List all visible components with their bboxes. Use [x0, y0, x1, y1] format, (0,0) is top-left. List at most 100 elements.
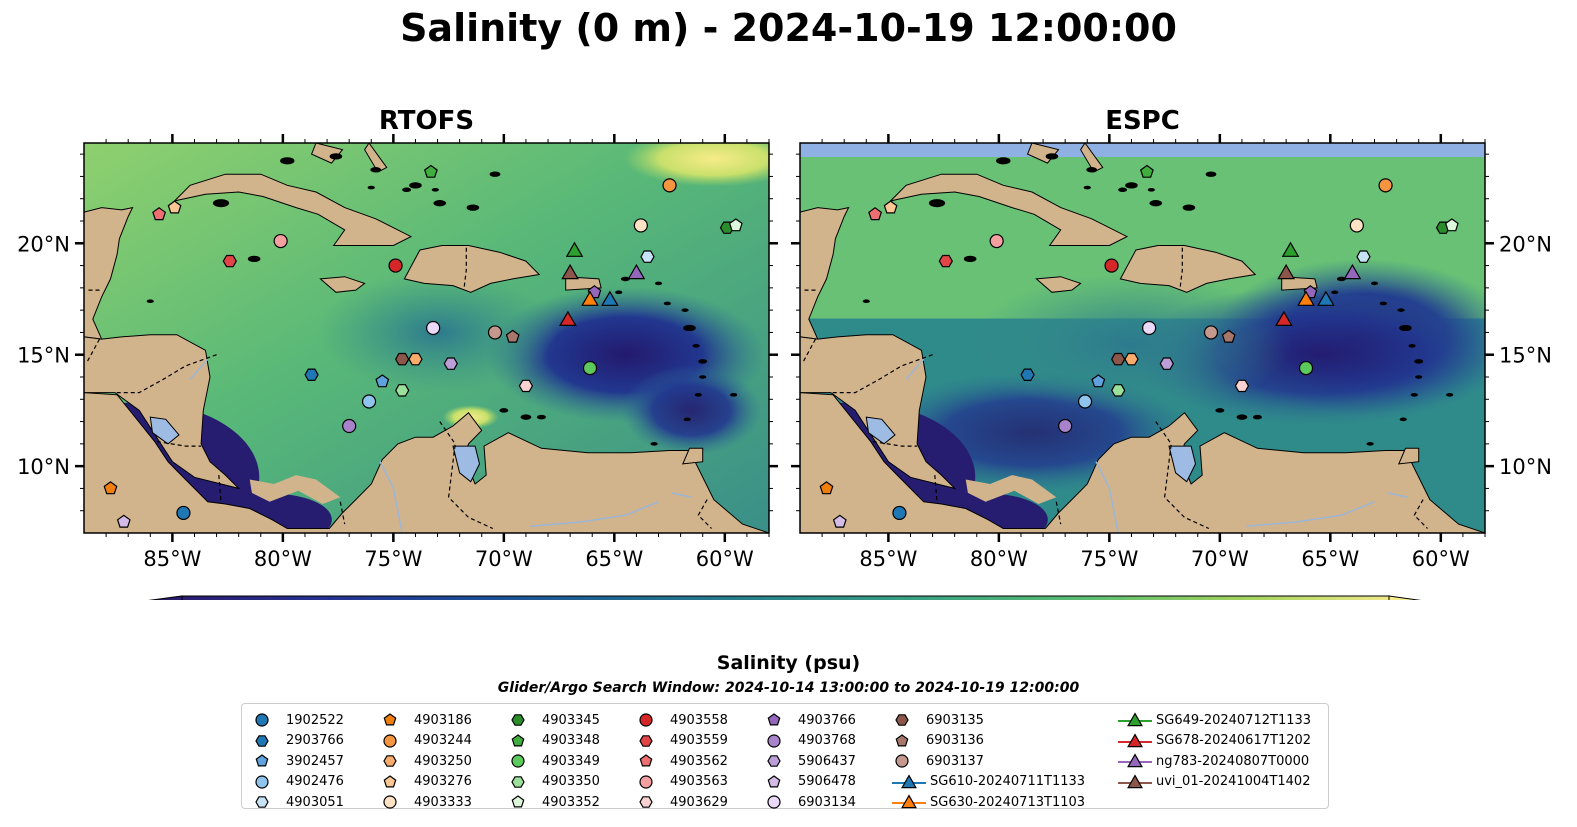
map-marker-2903766: [304, 368, 319, 381]
legend-marker-icon: [895, 733, 909, 746]
x-tick-label: 65°W: [1301, 547, 1359, 571]
legend-label: 1902522: [286, 712, 344, 728]
legend-item-SG649-20240712T1133: SG649-20240712T1133: [1118, 710, 1311, 730]
axes-espc: 85°W 80°W 75°W 70°W 65°W 60°W 10°N 15°N 20°N: [791, 134, 1552, 571]
legend-label: 6903135: [926, 712, 984, 728]
map-marker-4903768: [342, 418, 357, 434]
legend-label: 6903137: [926, 753, 984, 769]
legend-marker-icon: [767, 795, 781, 809]
x-tick-label: 65°W: [585, 547, 643, 571]
legend-marker-icon: [639, 713, 653, 727]
map-marker-4903276: [883, 200, 898, 214]
legend-label: 4903563: [670, 774, 728, 789]
legend-label: ng783-20240807T0000: [1156, 753, 1310, 769]
legend-marker-icon: [511, 733, 525, 746]
legend-item-6903135: 6903135: [892, 710, 984, 730]
legend-label: 4903345: [542, 712, 600, 728]
map-marker-4903244: [1378, 178, 1393, 193]
colorbar: 34.634.935.235.535.836.136.436.7: [148, 595, 1422, 600]
legend-marker-icon: [639, 796, 653, 808]
map-marker-4903558: [1104, 258, 1119, 273]
map-marker-4903562: [152, 207, 167, 221]
legend-label: 4903562: [670, 753, 728, 769]
legend-label: 4903349: [542, 753, 600, 769]
map-marker-4903563: [989, 233, 1004, 249]
legend-item-5906478: 5906478: [764, 772, 856, 792]
x-tick-label: 60°W: [1412, 547, 1470, 571]
legend-label: 4903333: [414, 794, 472, 810]
legend-item-6903136: 6903136: [892, 731, 984, 751]
map-marker-4903562: [868, 207, 883, 221]
map-marker-5906478: [116, 514, 131, 528]
x-tick-label: 75°W: [1080, 547, 1138, 571]
map-marker-SG630-20240713T1103: [581, 290, 599, 306]
legend-item-6903137: 6903137: [892, 751, 984, 771]
legend-item-4903559: 4903559: [636, 731, 728, 751]
legend-marker-icon: [511, 714, 525, 726]
map-marker-3902457: [375, 374, 390, 388]
map-marker-uvi_01-20241004T1402: [1277, 263, 1295, 280]
map-marker-uvi_01-20241004T1402: [561, 263, 579, 280]
legend-item-4903250: 4903250: [380, 751, 472, 771]
legend-label: uvi_01-20241004T1402: [1156, 774, 1311, 789]
legend-item-4903244: 4903244: [380, 731, 472, 751]
map-marker-4903768: [1058, 418, 1073, 434]
map-marker-SG630-20240713T1103: [1297, 290, 1315, 306]
map-marker-ng783-20240807T0000: [627, 263, 646, 280]
x-tick-label: 80°W: [254, 547, 312, 571]
panel-title-rtofs: RTOFS: [378, 106, 475, 136]
legend-label: 5906437: [798, 753, 856, 769]
panel-rtofs: [84, 143, 769, 533]
legend-marker-icon: [511, 795, 525, 808]
x-tick-label: 60°W: [696, 547, 754, 571]
legend-marker-icon: [892, 794, 926, 809]
legend-item-4903352: 4903352: [508, 792, 600, 812]
map-marker-5906437: [443, 357, 458, 370]
map-marker-SG610-20240711T1133: [601, 290, 619, 306]
legend-item-SG610-20240711T1133: SG610-20240711T1133: [892, 772, 1085, 792]
legend-label: 4903629: [670, 794, 728, 810]
legend-marker-icon: [383, 733, 397, 748]
map-marker-4903349: [1298, 360, 1314, 376]
map-marker-4903352: [1444, 218, 1459, 232]
map-marker-4903348: [423, 164, 438, 178]
map-marker-4903352: [728, 218, 743, 232]
legend-marker-icon: [255, 713, 269, 727]
x-tick-label: 70°W: [475, 547, 533, 571]
map-marker-4903276: [167, 200, 182, 214]
map-marker-4903051: [1356, 250, 1371, 263]
legend-label: 2903766: [286, 733, 344, 748]
map-marker-4903629: [1234, 379, 1250, 393]
legend-label: 6903134: [798, 794, 856, 810]
map-marker-SG610-20240711T1133: [1317, 290, 1335, 306]
map-marker-SG649-20240712T1133: [565, 241, 584, 257]
colorbar-gradient: [181, 595, 1390, 600]
legend-item-SG630-20240713T1103: SG630-20240713T1103: [892, 792, 1085, 812]
legend-label: 4903350: [542, 774, 600, 789]
y-tick-label: 20°N: [1499, 232, 1552, 256]
legend-item-1902522: 1902522: [252, 710, 344, 730]
legend-marker-icon: [639, 734, 653, 747]
figure-title: Salinity (0 m) - 2024-10-19 12:00:00: [400, 6, 1177, 50]
legend-item-4903186: 4903186: [380, 710, 472, 730]
legend-marker-icon: [255, 754, 269, 767]
legend-label: 4903768: [798, 733, 856, 748]
map-marker-6903134: [1142, 320, 1157, 336]
map-marker-4903629: [518, 379, 534, 393]
legend-marker-icon: [383, 713, 397, 726]
legend-marker-icon: [895, 714, 909, 726]
legend-item-4903563: 4903563: [636, 772, 728, 792]
map-marker-2903766: [1020, 368, 1035, 381]
map-marker-5906437: [1159, 357, 1174, 370]
search-window-text: Glider/Argo Search Window: 2024-10-14 13…: [497, 680, 1080, 696]
legend-item-4903276: 4903276: [380, 772, 472, 792]
map-marker-4903348: [1139, 164, 1154, 178]
legend-marker-icon: [767, 733, 781, 748]
map-marker-SG678-20240617T1202: [1275, 310, 1293, 326]
map-marker-ng783-20240807T0000: [1343, 263, 1362, 280]
legend-item-4903350: 4903350: [508, 772, 600, 792]
legend-marker-icon: [383, 795, 397, 809]
legend-label: SG610-20240711T1133: [930, 774, 1086, 789]
legend-item-4903766: 4903766: [764, 710, 856, 730]
legend-label: 4903559: [670, 733, 728, 748]
